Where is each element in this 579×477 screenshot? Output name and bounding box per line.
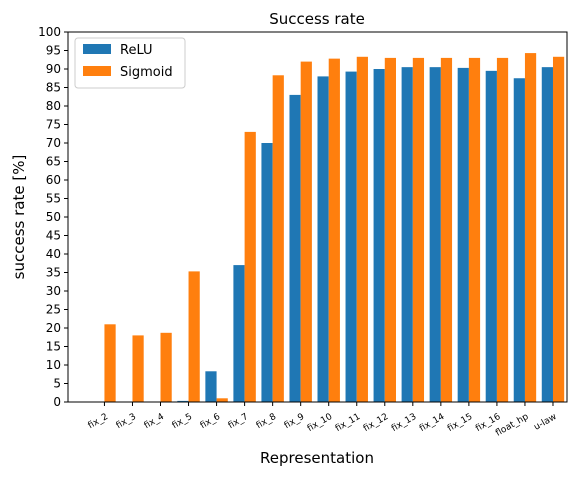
bar-sigmoid-fix_6 (216, 398, 228, 402)
y-tick-label-55: 55 (46, 192, 61, 206)
bar-relu-fix_7 (233, 265, 245, 402)
y-tick-label-90: 90 (46, 62, 61, 76)
bar-sigmoid-fix_5 (188, 271, 200, 402)
y-tick-label-95: 95 (46, 44, 61, 58)
y-tick-label-35: 35 (46, 266, 61, 280)
bar-relu-fix_6 (205, 371, 217, 402)
bar-relu-u-law (541, 67, 553, 403)
legend-label-relu: ReLU (120, 43, 153, 58)
bar-relu-fix_14 (429, 67, 441, 403)
bar-sigmoid-float_hp (524, 53, 537, 403)
y-axis: 0 5 10 15 20 25 30 35 40 45 50 55 60 65 70 75 80 85 90 95 10… (38, 25, 68, 409)
bar-relu-fix_16 (485, 70, 497, 402)
bar-relu-fix_11 (345, 71, 357, 402)
legend-swatch-sigmoid (83, 66, 111, 76)
bar-sigmoid-fix_2 (104, 324, 116, 402)
bars-group (104, 53, 565, 403)
bar-relu-fix_12 (373, 69, 385, 402)
y-tick-label-75: 75 (46, 118, 61, 132)
bar-sigmoid-fix_12 (384, 57, 396, 403)
bar-sigmoid-fix_4 (160, 332, 172, 402)
bar-relu-fix_15 (457, 67, 469, 402)
y-tick-label-40: 40 (46, 247, 61, 261)
legend-label-sigmoid: Sigmoid (120, 65, 173, 80)
chart-title: Success rate (269, 10, 365, 28)
bar-sigmoid-u-law (552, 56, 565, 402)
bar-relu-fix_8 (261, 143, 273, 402)
bar-relu-fix_9 (289, 94, 301, 403)
legend: ReLU Sigmoid (74, 37, 186, 89)
y-tick-label-30: 30 (46, 284, 61, 298)
y-tick-label-10: 10 (46, 358, 61, 372)
y-tick-label-25: 25 (46, 303, 61, 317)
x-axis-title: Representation (260, 449, 374, 467)
y-tick-label-20: 20 (46, 321, 61, 335)
bar-sigmoid-fix_13 (412, 57, 425, 403)
bar-sigmoid-fix_16 (496, 57, 509, 403)
bar-relu-fix_10 (317, 76, 329, 403)
legend-swatch-relu (83, 44, 111, 54)
y-tick-label-70: 70 (46, 136, 61, 150)
bar-sigmoid-fix_15 (468, 57, 481, 403)
plot-frame (67, 31, 568, 403)
y-tick-label-85: 85 (46, 81, 61, 95)
bar-sigmoid-fix_9 (300, 61, 312, 402)
y-tick-label-60: 60 (46, 173, 61, 187)
bar-sigmoid-fix_11 (356, 56, 368, 402)
y-tick-label-80: 80 (46, 99, 61, 113)
bar-relu-float_hp (513, 78, 525, 402)
y-tick-label-45: 45 (46, 229, 61, 243)
y-tick-label-5: 5 (53, 377, 61, 391)
y-axis-title: success rate [%] (10, 155, 28, 280)
bar-sigmoid-fix_14 (440, 57, 453, 403)
bar-sigmoid-fix_7 (244, 131, 256, 402)
y-tick-label-15: 15 (46, 340, 61, 354)
y-tick-label-50: 50 (46, 210, 61, 224)
bar-sigmoid-fix_8 (272, 75, 284, 402)
bar-sigmoid-fix_3 (132, 335, 144, 402)
bar-relu-fix_13 (401, 67, 413, 403)
bar-sigmoid-fix_10 (328, 58, 340, 402)
bar-relu-fix_5 (177, 400, 189, 402)
y-tick-label-100: 100 (38, 25, 61, 39)
y-tick-label-0: 0 (53, 395, 61, 409)
y-tick-label-65: 65 (46, 155, 61, 169)
